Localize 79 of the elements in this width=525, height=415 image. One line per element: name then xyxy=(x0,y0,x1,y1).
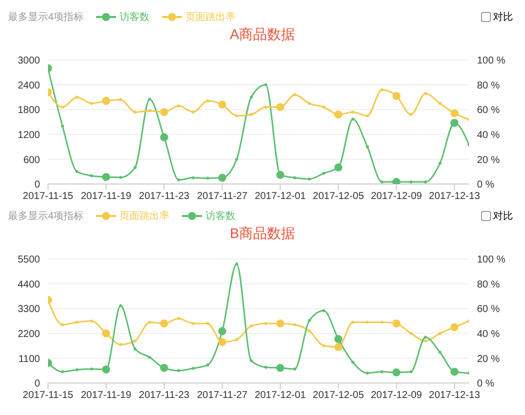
y-tick-label: 1100 xyxy=(18,354,40,365)
point xyxy=(392,319,400,328)
point xyxy=(450,323,458,332)
y2-tick-label: 60 % xyxy=(477,105,500,116)
y-tick-label: 600 xyxy=(23,154,40,166)
y-tick-label: 3300 xyxy=(18,304,40,316)
line-series xyxy=(48,88,469,122)
y2-tick-label: 40 % xyxy=(477,328,500,340)
point xyxy=(450,368,458,376)
legend-title: 最多显示4项指标 xyxy=(8,210,84,223)
point xyxy=(160,319,168,328)
y-tick-label: 2200 xyxy=(18,328,40,340)
x-tick-label: 2017-11-15 xyxy=(22,390,74,402)
legend-label: 访客数 xyxy=(206,210,236,223)
y-tick-label: 4400 xyxy=(18,279,40,290)
x-tick-label: 2017-12-13 xyxy=(428,191,480,202)
x-tick-label: 2017-11-19 xyxy=(80,390,132,402)
text: 对比 xyxy=(493,10,513,24)
legend-title: 最多显示4项指标 xyxy=(8,10,84,24)
x-tick-label: 2017-12-09 xyxy=(370,191,422,202)
y2-tick-label: 100 % xyxy=(477,254,506,266)
y-tick-label: 3000 xyxy=(18,56,40,67)
chart-title: A商品数据 xyxy=(228,26,296,44)
x-tick-label: 2017-11-23 xyxy=(138,191,190,202)
y2-tick-label: 0 % xyxy=(477,180,494,191)
point xyxy=(218,327,226,336)
y2-tick-label: 100 % xyxy=(477,56,506,67)
point xyxy=(276,170,284,179)
point xyxy=(218,174,226,182)
point xyxy=(218,338,226,346)
x-tick-label: 2017-12-09 xyxy=(370,390,422,402)
text: 对比 xyxy=(493,210,513,223)
point xyxy=(160,108,168,116)
y2-tick-label: 20 % xyxy=(477,154,500,166)
x-tick-label: 2017-11-23 xyxy=(138,390,190,402)
x-tick-label: 2017-12-01 xyxy=(254,390,306,402)
point xyxy=(334,335,342,344)
y2-tick-label: 0 % xyxy=(477,378,494,390)
x-tick-label: 2017-11-19 xyxy=(80,191,132,202)
point xyxy=(334,163,342,172)
x-tick-label: 2017-11-27 xyxy=(196,191,248,202)
y-tick-label: 1800 xyxy=(18,105,40,116)
y2-tick-label: 60 % xyxy=(477,304,500,316)
x-tick-label: 2017-12-05 xyxy=(312,191,364,202)
point xyxy=(392,368,400,376)
point xyxy=(276,103,284,112)
x-tick-label: 2017-11-27 xyxy=(196,390,248,402)
y2-tick-label: 20 % xyxy=(477,354,500,365)
point xyxy=(392,178,400,184)
point xyxy=(160,364,168,372)
point xyxy=(160,133,168,142)
point xyxy=(276,319,284,328)
y2-tick-label: 40 % xyxy=(477,130,500,141)
point xyxy=(450,109,458,118)
y-tick-label: 0 xyxy=(34,378,40,390)
chart-title: B商品数据 xyxy=(228,225,296,243)
legend-label: 页面跳出率 xyxy=(120,210,170,223)
point xyxy=(102,96,110,105)
point xyxy=(218,100,226,109)
point xyxy=(334,343,342,352)
point xyxy=(334,110,342,119)
y-tick-label: 5500 xyxy=(18,254,40,266)
point xyxy=(392,92,400,100)
legend-label: 访客数 xyxy=(120,10,150,24)
x-tick-label: 2017-12-01 xyxy=(254,191,306,202)
y-tick-label: 1200 xyxy=(18,130,40,141)
y-tick-label: 0 xyxy=(34,180,40,191)
x-tick-label: 2017-12-13 xyxy=(428,390,480,402)
y2-tick-label: 80 % xyxy=(477,279,500,290)
point xyxy=(102,329,110,338)
point xyxy=(450,118,458,127)
x-tick-label: 2017-11-15 xyxy=(22,191,74,202)
y-tick-label: 2400 xyxy=(18,80,40,92)
point xyxy=(276,364,284,372)
point xyxy=(102,365,110,374)
x-tick-label: 2017-12-05 xyxy=(312,390,364,402)
legend-label: 页面跳出率 xyxy=(186,10,236,24)
y2-tick-label: 80 % xyxy=(477,80,500,92)
point xyxy=(102,172,110,181)
